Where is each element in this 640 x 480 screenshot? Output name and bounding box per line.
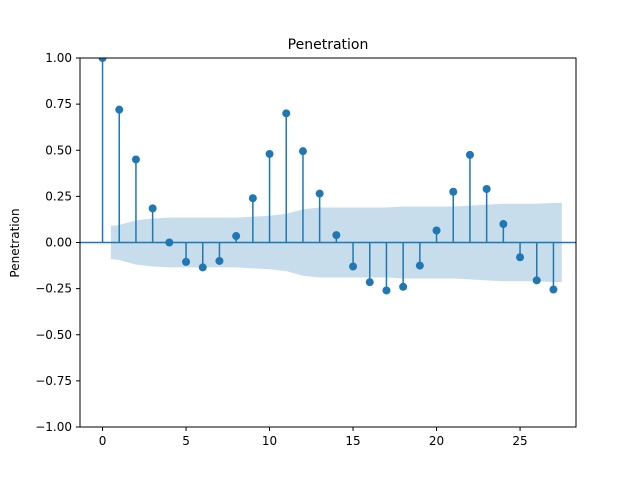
- y-tick-label: 0.25: [45, 189, 72, 203]
- stem-marker: [215, 256, 224, 265]
- stem-marker: [499, 220, 508, 229]
- x-tick-label: 15: [345, 434, 360, 448]
- x-tick-label: 25: [512, 434, 527, 448]
- plot-area: [80, 58, 576, 295]
- stem-marker: [532, 276, 541, 285]
- stem-marker: [549, 285, 558, 294]
- y-tick-label: −0.75: [35, 374, 72, 388]
- stem-marker: [298, 147, 307, 156]
- y-tick-label: 1.00: [45, 51, 72, 65]
- x-tick-label: 10: [262, 434, 277, 448]
- stem-marker: [315, 189, 324, 198]
- stem-marker: [516, 253, 525, 262]
- stem-marker: [248, 194, 257, 203]
- chart-title: Penetration: [288, 37, 369, 53]
- stem-marker: [365, 278, 374, 287]
- stem-marker: [182, 257, 191, 266]
- stem-marker: [165, 238, 174, 247]
- stem-marker: [482, 184, 491, 193]
- stem-marker: [148, 204, 157, 213]
- y-axis-label: Penetration: [8, 208, 22, 277]
- stem-marker: [265, 149, 274, 158]
- x-tick-label: 20: [429, 434, 444, 448]
- stem-marker: [382, 286, 391, 295]
- stem-marker: [282, 109, 291, 118]
- stem-marker: [198, 263, 207, 272]
- stem-marker: [349, 262, 358, 271]
- y-tick-label: 0.75: [45, 97, 72, 111]
- y-tick-label: −0.50: [35, 328, 72, 342]
- stem-marker: [332, 231, 341, 240]
- axes: 0 5 10 15 20 25 1.00 0.75 0.50 0.25 0.00 −0.25 −0.50…: [35, 51, 577, 448]
- stem-marker: [115, 105, 124, 114]
- y-tick-label: 0.00: [45, 236, 72, 250]
- stem-marker: [131, 155, 140, 164]
- x-tick-label: 5: [182, 434, 190, 448]
- stem-marker: [449, 187, 458, 196]
- stem-marker: [232, 232, 241, 241]
- x-tick-label: 0: [99, 434, 107, 448]
- stem-marker: [415, 261, 424, 270]
- stem-marker: [432, 226, 441, 235]
- y-tick-label: −0.25: [35, 282, 72, 296]
- stem-marker: [98, 58, 107, 62]
- y-tick-label: 0.50: [45, 143, 72, 157]
- stem-marker: [399, 282, 408, 291]
- stem-marker: [465, 150, 474, 159]
- y-tick-label: −1.00: [35, 420, 72, 434]
